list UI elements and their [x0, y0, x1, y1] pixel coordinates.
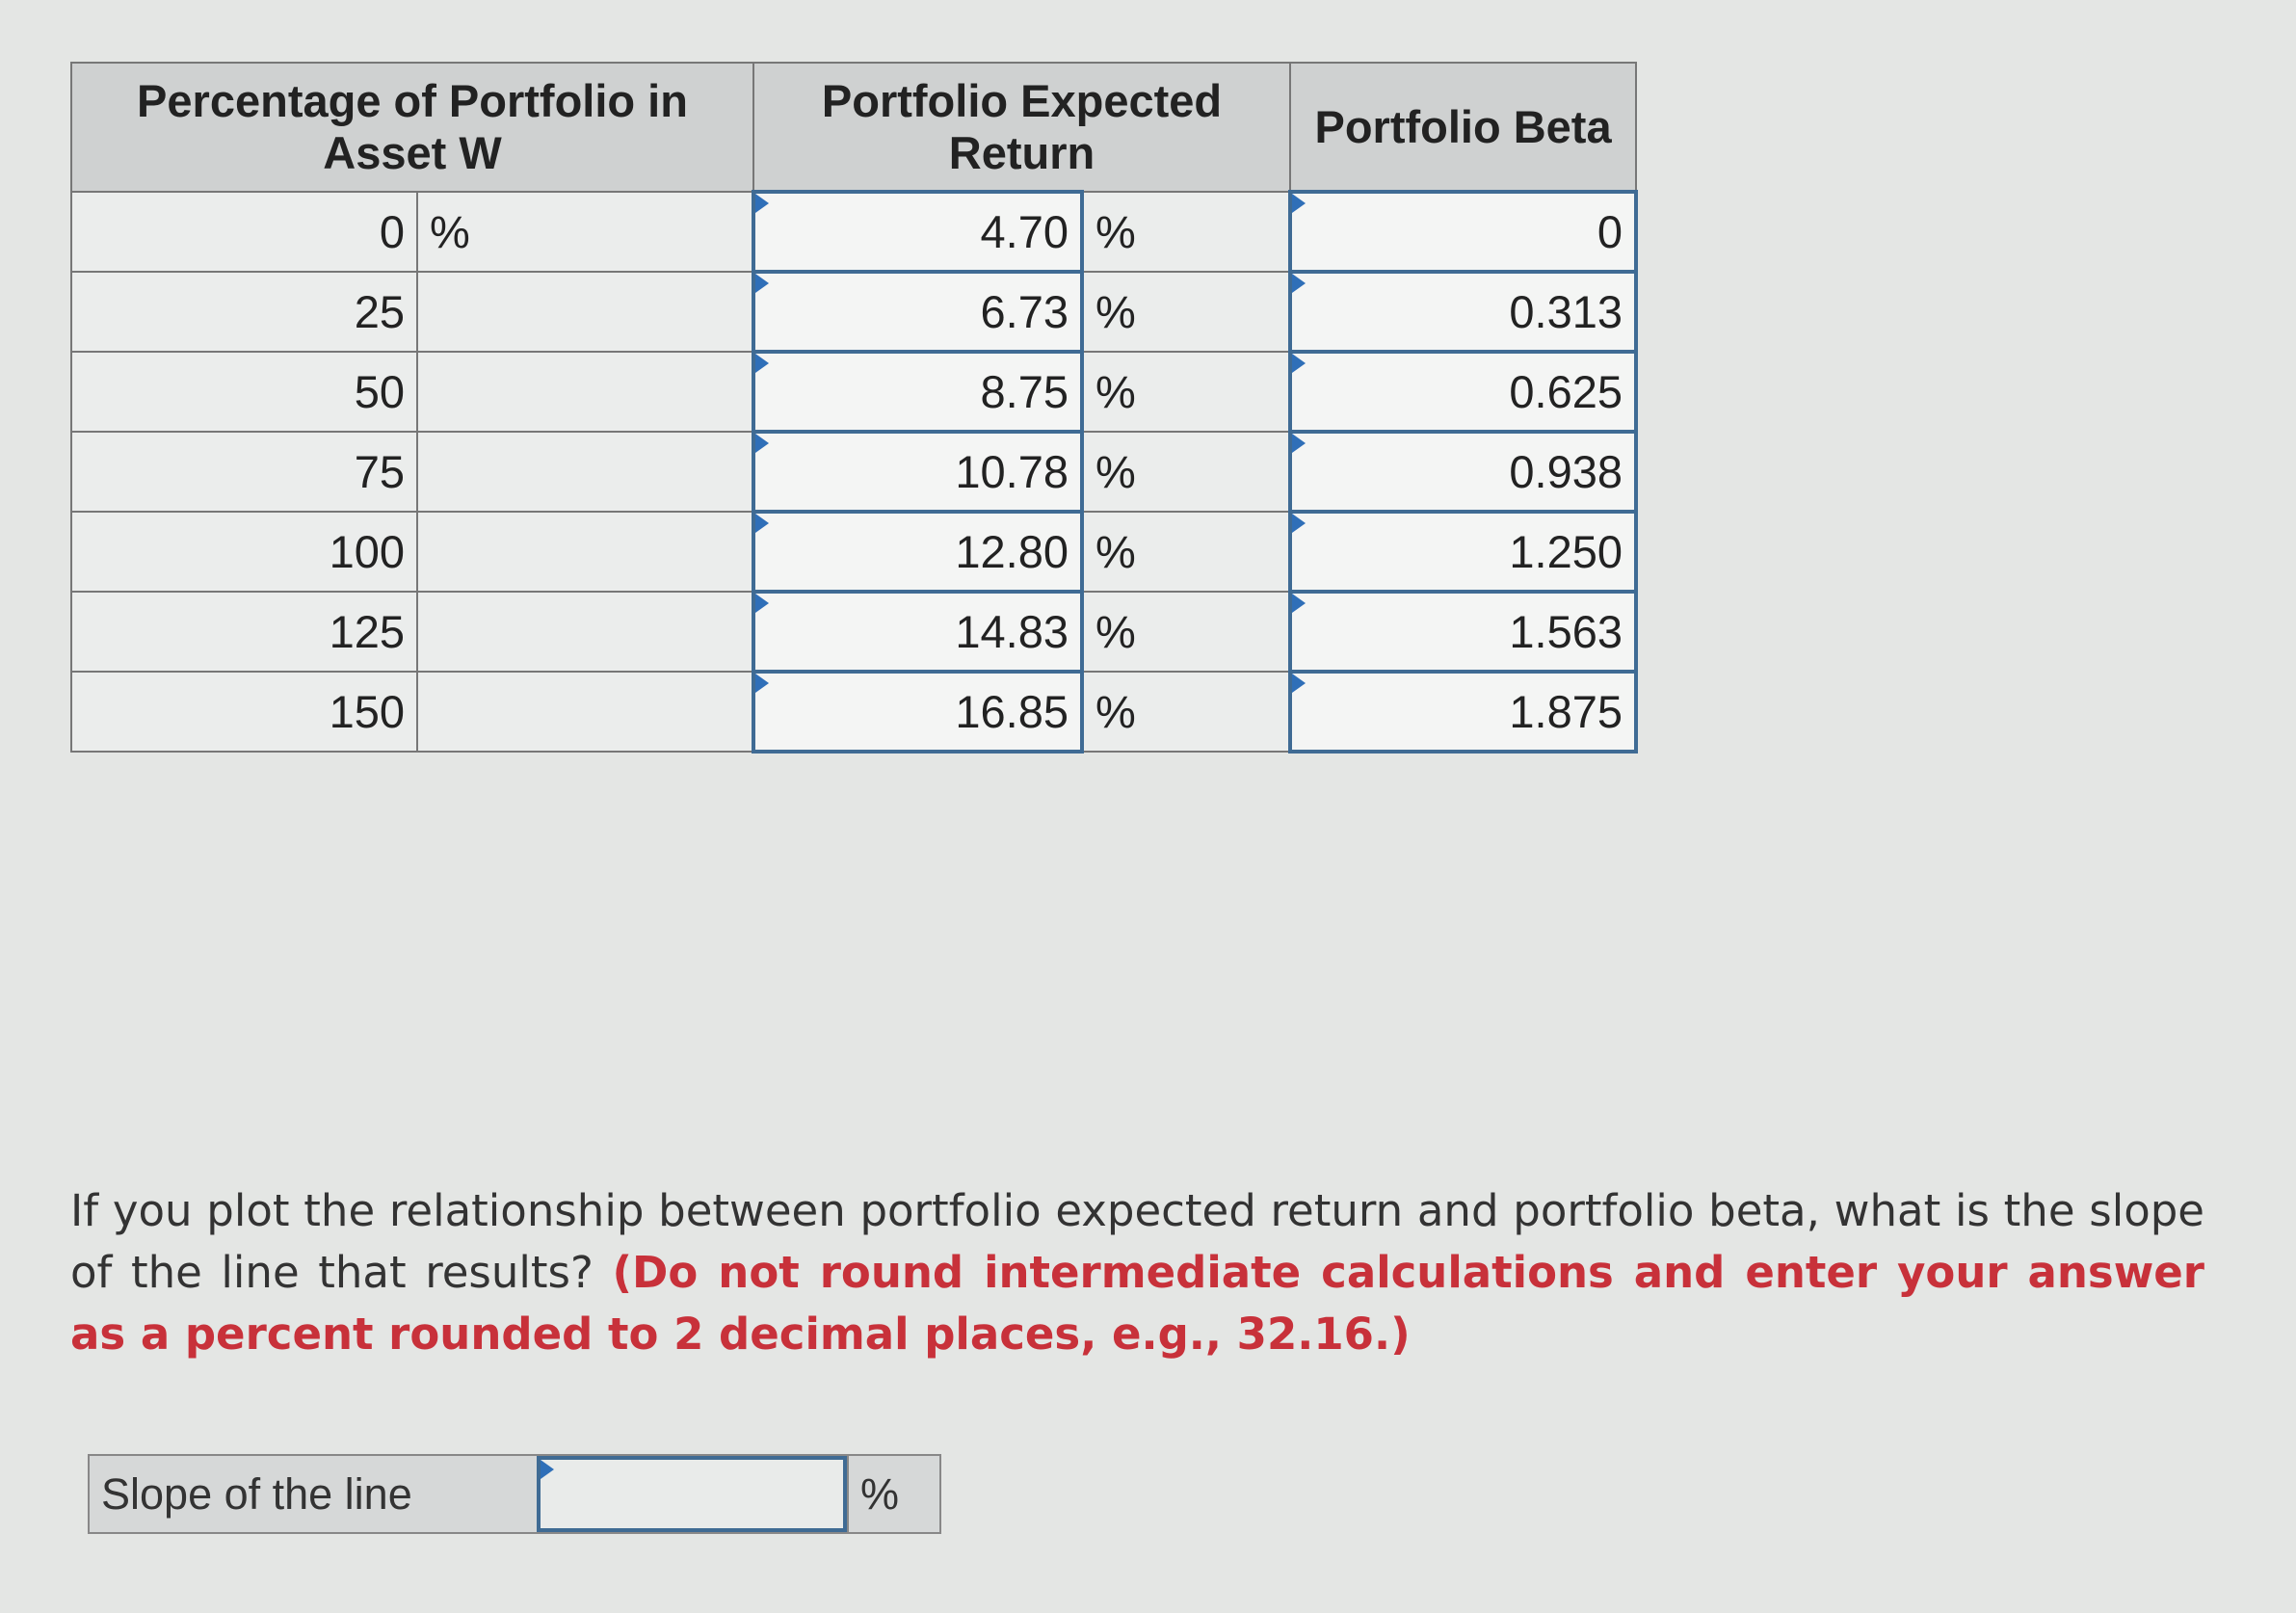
percent-cell: 0 [70, 191, 418, 273]
beta-input[interactable]: 1.875 [1288, 670, 1639, 754]
return-input[interactable]: 16.85 [752, 670, 1085, 754]
return-unit: % [1081, 431, 1292, 513]
beta-input[interactable]: 0 [1288, 190, 1639, 274]
percent-unit [415, 271, 755, 353]
header: Portfolio Beta [1289, 62, 1638, 193]
table-row: 75 10.78% 0.938 [70, 430, 1639, 514]
question-text: (Do not round intermediate calculations … [70, 1247, 2205, 1360]
return-input[interactable]: 8.75 [752, 350, 1085, 434]
beta-input[interactable]: 1.250 [1288, 510, 1639, 594]
beta-input[interactable]: 0.313 [1288, 270, 1639, 354]
percent-unit [415, 511, 755, 593]
table-row: 125 14.83% 1.563 [70, 590, 1639, 674]
percent-cell: 100 [70, 511, 418, 593]
percent-cell: 150 [70, 671, 418, 753]
table-row: 50 8.75% 0.625 [70, 350, 1639, 434]
header-row: Percentage of Portfolio in Asset W Portf… [69, 62, 1638, 193]
return-input[interactable]: 10.78 [752, 430, 1085, 514]
beta-input[interactable]: 1.563 [1288, 590, 1639, 674]
answer-input[interactable] [537, 1456, 847, 1532]
header: Percentage of Portfolio in Asset W [69, 62, 755, 193]
return-unit: % [1081, 511, 1292, 593]
answer-label: Slope of the line [101, 1468, 412, 1519]
percent-cell: 50 [70, 351, 418, 433]
return-unit: % [1081, 591, 1292, 673]
return-input[interactable]: 12.80 [752, 510, 1085, 594]
table-row: 25 6.73% 0.313 [70, 270, 1639, 354]
answer-unit: % [847, 1456, 939, 1532]
percent-cell: 125 [70, 591, 418, 673]
portfolio-table: Percentage of Portfolio in Asset W Portf… [69, 62, 1639, 754]
return-unit: % [1081, 191, 1292, 273]
header: Portfolio Expected Return [752, 62, 1292, 193]
table-row: 0% 4.70% 0 [70, 190, 1639, 274]
return-input[interactable]: 14.83 [752, 590, 1085, 674]
question-text: If you plot the relationship between por… [70, 1185, 2204, 1298]
beta-input[interactable]: 0.625 [1288, 350, 1639, 434]
percent-cell: 25 [70, 271, 418, 353]
return-unit: % [1081, 671, 1292, 753]
table-row: 100 12.80% 1.250 [70, 510, 1639, 594]
return-unit: % [1081, 351, 1292, 433]
return-input[interactable]: 6.73 [752, 270, 1085, 354]
percent-cell: 75 [70, 431, 418, 513]
percent-unit [415, 351, 755, 433]
return-unit: % [1081, 271, 1292, 353]
question: If you plot the relationship between por… [70, 1180, 2204, 1365]
percent-unit: % [415, 191, 755, 273]
table-row: 150 16.85% 1.875 [70, 670, 1639, 754]
percent-unit [415, 591, 755, 673]
answer-row: Slope of the line % [88, 1454, 941, 1534]
beta-input[interactable]: 0.938 [1288, 430, 1639, 514]
percent-unit [415, 671, 755, 753]
return-input[interactable]: 4.70 [752, 190, 1085, 274]
percent-unit [415, 431, 755, 513]
